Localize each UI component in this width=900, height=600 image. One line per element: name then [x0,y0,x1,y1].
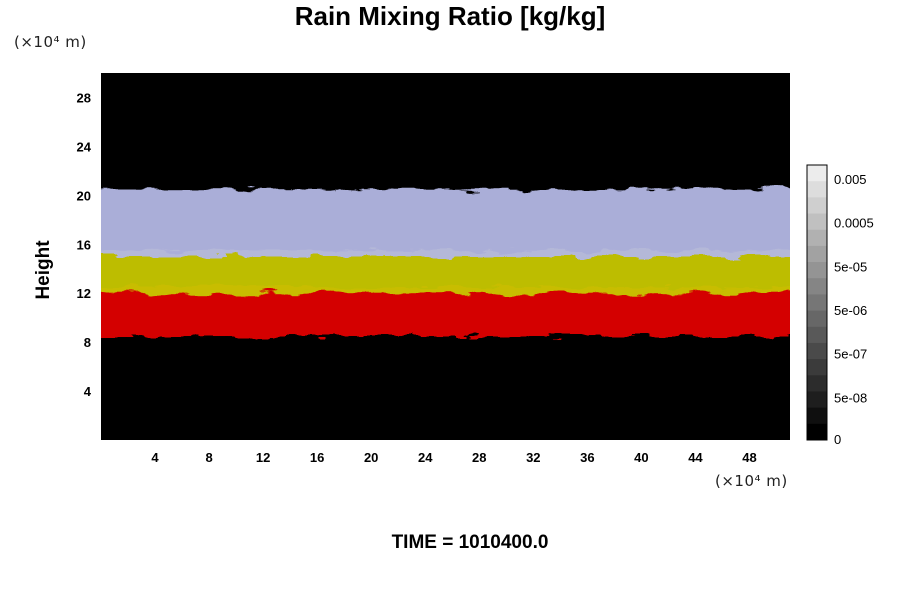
colorbar-tick-label: 0.005 [834,172,867,187]
y-tick-label: 4 [84,384,92,399]
colorbar-frame [806,164,828,441]
y-tick-label: 28 [77,90,91,105]
colorbar-level [807,375,827,392]
x-tick-label: 44 [688,450,703,465]
colorbar: 0.005 0.0005 5e-05 5e-06 5e-07 5e-08 0 [806,164,874,447]
x-tick-label: 48 [742,450,756,465]
layer-lavender [101,189,790,257]
y-tick-label: 8 [84,335,91,350]
colorbar-level [807,391,827,409]
colorbar-level [807,294,827,312]
x-tick-label: 28 [472,450,486,465]
x-tick-label: 4 [151,450,159,465]
y-axis-unit: (×10⁴ m) [14,33,87,51]
y-tick-label: 24 [77,139,92,154]
colorbar-level [807,310,827,328]
colorbar-level [807,407,827,425]
colorbar-level [807,326,827,344]
colorbar-level [807,165,827,182]
colorbar-level [807,213,827,231]
x-axis-unit: (×10⁴ m) [715,472,788,490]
colorbar-tick-label: 5e-05 [834,259,867,274]
x-tick-label: 24 [418,450,433,465]
colorbar-tick-label: 0.0005 [834,216,874,231]
colorbar-level [807,278,827,295]
colorbar-tick-label: 5e-06 [834,303,867,318]
colorbar-level [807,423,827,441]
y-tick-label: 12 [77,286,91,301]
colorbar-level [807,197,827,215]
x-tick-label: 20 [364,450,378,465]
x-tick-label: 16 [310,450,324,465]
colorbar-tick-label: 5e-08 [834,390,867,405]
colorbar-level [807,342,827,360]
chart-title: Rain Mixing Ratio [kg/kg] [294,1,606,31]
data-layers [101,189,790,337]
y-tick-label: 16 [77,237,91,252]
x-tick-label: 12 [256,450,270,465]
colorbar-level [807,229,827,247]
colorbar-level [807,359,827,376]
x-tick-label: 40 [634,450,648,465]
colorbar-tick-label: 0 [834,432,841,447]
x-tick-label: 32 [526,450,540,465]
layer-yellow [101,250,790,294]
x-tick-label: 8 [205,450,212,465]
x-axis-ticks: 4 8 12 16 20 24 28 32 36 40 44 48 [151,450,756,465]
time-label: TIME = 1010400.0 [391,532,549,553]
colorbar-level [807,181,827,198]
x-tick-label: 36 [580,450,594,465]
y-tick-label: 20 [77,188,91,203]
colorbar-tick-label: 5e-07 [834,347,867,362]
layer-red [101,287,790,337]
colorbar-level [807,262,827,279]
colorbar-level [807,245,827,263]
y-axis-ticks: 4 8 12 16 20 24 28 [77,90,92,399]
